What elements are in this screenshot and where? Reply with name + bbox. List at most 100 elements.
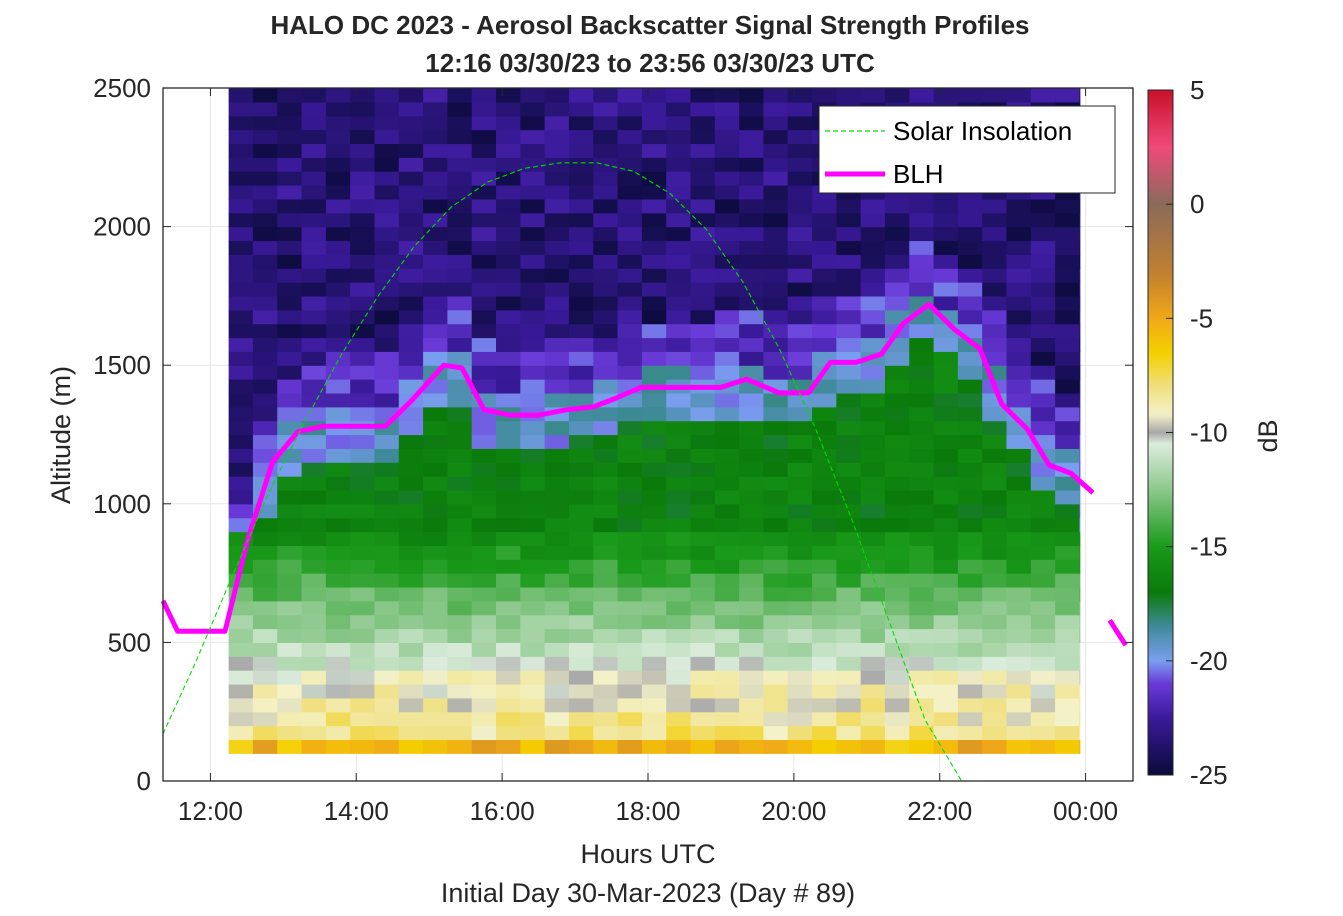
heatmap-cell: [593, 462, 619, 477]
heatmap-cell: [617, 739, 643, 754]
heatmap-cell: [1055, 88, 1081, 103]
heatmap-cell: [544, 628, 570, 643]
heatmap-cell: [739, 323, 765, 339]
heatmap-cell: [666, 101, 692, 117]
heatmap-cell: [909, 476, 935, 491]
heatmap-cell: [666, 683, 692, 699]
heatmap-cell: [933, 503, 959, 519]
heatmap-cell: [957, 226, 983, 242]
heatmap-cell: [228, 642, 254, 657]
heatmap-cell: [714, 198, 740, 214]
heatmap-cell: [520, 171, 546, 186]
heatmap-cell: [471, 683, 497, 699]
heatmap-cell: [617, 503, 643, 519]
heatmap-cell: [447, 448, 473, 463]
heatmap-cell: [301, 323, 327, 339]
heatmap-cell: [544, 365, 570, 380]
heatmap-cell: [520, 462, 546, 477]
heatmap-cell: [884, 240, 910, 255]
heatmap-cell: [812, 697, 837, 713]
heatmap-cell: [471, 614, 497, 630]
heatmap-cell: [1079, 379, 1081, 394]
heatmap-cell: [1006, 476, 1032, 491]
heatmap-cell: [909, 559, 935, 574]
heatmap-cell: [690, 559, 716, 574]
heatmap-cell: [325, 476, 351, 491]
heatmap-cell: [909, 351, 935, 366]
heatmap-cell: [374, 600, 400, 616]
heatmap-cell: [909, 517, 935, 533]
heatmap-cell: [228, 365, 254, 380]
heatmap-cell: [423, 683, 449, 699]
heatmap-cell: [228, 683, 254, 699]
y-tick-label: 1500: [93, 350, 151, 380]
heatmap-cell: [520, 489, 546, 505]
heatmap-cell: [763, 670, 789, 685]
heatmap-cell: [228, 462, 254, 477]
heatmap-cell: [1079, 434, 1081, 449]
heatmap-cell: [641, 268, 667, 283]
heatmap-cell: [350, 198, 376, 214]
heatmap-cell: [739, 365, 765, 380]
heatmap-cell: [301, 351, 327, 366]
heatmap-cell: [714, 143, 740, 158]
heatmap-cell: [520, 670, 546, 685]
heatmap-cell: [496, 448, 521, 463]
heatmap-cell: [909, 656, 935, 671]
heatmap-cell: [812, 323, 837, 339]
heatmap-cell: [933, 240, 959, 255]
heatmap-cell: [690, 198, 716, 214]
heatmap-cell: [252, 101, 278, 117]
heatmap-cell: [787, 420, 813, 436]
heatmap-cell: [325, 697, 351, 713]
heatmap-cell: [836, 725, 862, 741]
heatmap-cell: [787, 545, 813, 560]
heatmap-cell: [909, 462, 935, 477]
heatmap-cell: [228, 628, 254, 643]
heatmap-cell: [471, 185, 497, 200]
heatmap-cell: [568, 240, 594, 255]
heatmap-cell: [982, 240, 1008, 255]
legend-box: [818, 105, 1116, 194]
heatmap-cell: [1006, 573, 1032, 588]
heatmap-cell: [568, 309, 594, 325]
heatmap-cell: [544, 573, 570, 588]
heatmap-cell: [641, 198, 667, 214]
heatmap-cell: [641, 545, 667, 560]
heatmap-cell: [836, 226, 862, 242]
heatmap-cell: [544, 337, 570, 352]
heatmap-cell: [252, 295, 278, 311]
heatmap-cell: [982, 670, 1008, 685]
heatmap-cell: [933, 379, 959, 394]
heatmap-cell: [228, 600, 254, 616]
heatmap-cell: [423, 171, 449, 186]
heatmap-cell: [277, 614, 303, 630]
heatmap-cell: [982, 337, 1008, 352]
heatmap-cell: [252, 559, 278, 574]
heatmap-cell: [301, 462, 327, 477]
heatmap-cell: [496, 337, 521, 352]
heatmap-cell: [739, 88, 765, 103]
heatmap-cell: [398, 531, 424, 546]
heatmap-cell: [739, 309, 765, 325]
heatmap-cell: [641, 683, 667, 699]
heatmap-cell: [398, 476, 424, 491]
heatmap-cell: [471, 379, 497, 394]
heatmap-cell: [666, 240, 692, 255]
heatmap-cell: [982, 739, 1008, 754]
heatmap-cell: [350, 739, 376, 754]
heatmap-cell: [593, 337, 619, 352]
heatmap-cell: [350, 171, 376, 186]
heatmap-cell: [252, 683, 278, 699]
heatmap-cell: [593, 476, 619, 491]
heatmap-cell: [812, 462, 837, 477]
heatmap-cell: [1030, 614, 1056, 630]
heatmap-cell: [739, 212, 765, 228]
heatmap-cell: [544, 683, 570, 699]
heatmap-cell: [568, 185, 594, 200]
heatmap-cell: [301, 282, 327, 297]
heatmap-cell: [277, 323, 303, 339]
heatmap-cell: [812, 503, 837, 519]
heatmap-cell: [398, 171, 424, 186]
heatmap-cell: [739, 420, 765, 436]
